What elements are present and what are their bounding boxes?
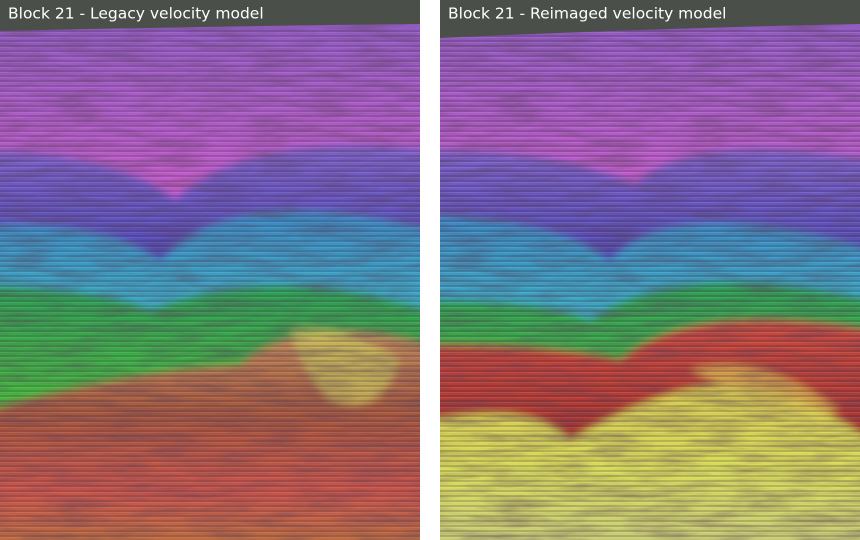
title-bar <box>0 0 420 31</box>
panel-title: Block 21 - Legacy velocity model <box>8 5 264 23</box>
reimaged-panel-wrap: Block 21 - Reimaged velocity model <box>440 0 860 540</box>
seismic-grain <box>440 0 860 540</box>
legacy-panel: Block 21 - Legacy velocity model <box>0 0 420 540</box>
seismic-grain <box>0 0 420 540</box>
reimaged-panel: Block 21 - Reimaged velocity model <box>440 0 860 540</box>
title-bar <box>440 0 860 38</box>
panel-title: Block 21 - Reimaged velocity model <box>448 5 726 23</box>
